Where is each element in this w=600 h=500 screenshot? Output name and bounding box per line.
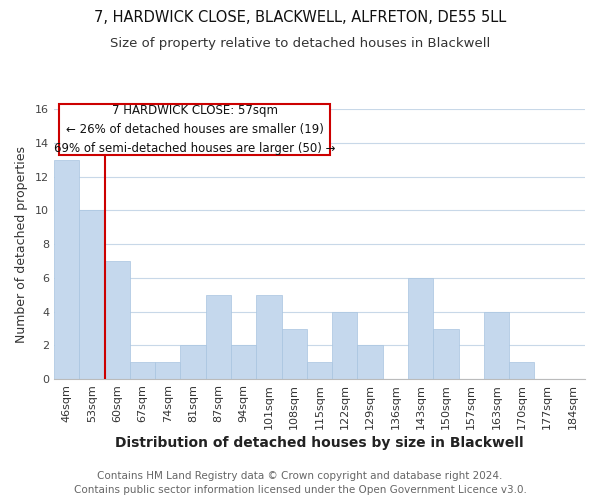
Bar bbox=[155, 362, 181, 379]
Bar bbox=[231, 346, 256, 379]
Text: 7 HARDWICK CLOSE: 57sqm
← 26% of detached houses are smaller (19)
69% of semi-de: 7 HARDWICK CLOSE: 57sqm ← 26% of detache… bbox=[54, 104, 335, 155]
X-axis label: Distribution of detached houses by size in Blackwell: Distribution of detached houses by size … bbox=[115, 436, 524, 450]
Bar bbox=[307, 362, 332, 379]
Text: Size of property relative to detached houses in Blackwell: Size of property relative to detached ho… bbox=[110, 38, 490, 51]
Bar bbox=[332, 312, 358, 379]
Bar bbox=[54, 160, 79, 379]
FancyBboxPatch shape bbox=[59, 104, 330, 155]
Text: Contains HM Land Registry data © Crown copyright and database right 2024.
Contai: Contains HM Land Registry data © Crown c… bbox=[74, 471, 526, 495]
Bar bbox=[509, 362, 535, 379]
Bar bbox=[433, 328, 458, 379]
Bar bbox=[408, 278, 433, 379]
Bar bbox=[181, 346, 206, 379]
Bar bbox=[281, 328, 307, 379]
Y-axis label: Number of detached properties: Number of detached properties bbox=[15, 146, 28, 342]
Bar bbox=[484, 312, 509, 379]
Bar bbox=[79, 210, 104, 379]
Text: 7, HARDWICK CLOSE, BLACKWELL, ALFRETON, DE55 5LL: 7, HARDWICK CLOSE, BLACKWELL, ALFRETON, … bbox=[94, 10, 506, 25]
Bar bbox=[104, 261, 130, 379]
Bar bbox=[206, 295, 231, 379]
Bar bbox=[130, 362, 155, 379]
Bar bbox=[256, 295, 281, 379]
Bar bbox=[358, 346, 383, 379]
